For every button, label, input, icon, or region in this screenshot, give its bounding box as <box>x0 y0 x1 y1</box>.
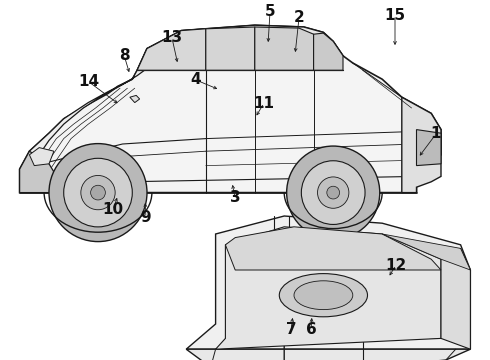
Text: 14: 14 <box>78 75 99 90</box>
Polygon shape <box>29 63 147 169</box>
Text: 15: 15 <box>385 8 406 22</box>
Polygon shape <box>225 227 441 270</box>
Text: 13: 13 <box>161 31 183 45</box>
Text: 4: 4 <box>191 72 201 87</box>
Text: 10: 10 <box>102 202 123 217</box>
Polygon shape <box>186 216 470 349</box>
Polygon shape <box>255 27 314 70</box>
Text: 7: 7 <box>286 323 296 338</box>
Polygon shape <box>382 234 470 270</box>
Circle shape <box>318 177 349 208</box>
Polygon shape <box>216 227 441 349</box>
Text: 2: 2 <box>294 10 304 26</box>
Polygon shape <box>29 148 54 166</box>
Text: 5: 5 <box>265 4 275 19</box>
Text: 1: 1 <box>431 126 441 141</box>
Polygon shape <box>441 248 470 349</box>
Polygon shape <box>186 349 470 360</box>
Polygon shape <box>20 25 441 193</box>
Circle shape <box>91 185 105 200</box>
Circle shape <box>287 146 380 239</box>
Circle shape <box>81 175 115 210</box>
Ellipse shape <box>279 274 368 317</box>
Polygon shape <box>206 27 255 70</box>
Polygon shape <box>20 151 59 193</box>
Circle shape <box>49 144 147 242</box>
Circle shape <box>327 186 340 199</box>
Text: 8: 8 <box>119 48 129 63</box>
Polygon shape <box>314 33 343 70</box>
Text: 11: 11 <box>253 95 274 111</box>
Ellipse shape <box>294 281 353 310</box>
Text: 3: 3 <box>230 190 240 206</box>
Text: 9: 9 <box>141 211 151 225</box>
Polygon shape <box>402 97 441 193</box>
Circle shape <box>64 158 132 227</box>
Circle shape <box>301 161 365 224</box>
Polygon shape <box>130 95 140 103</box>
Polygon shape <box>137 25 343 70</box>
Text: 6: 6 <box>306 323 317 338</box>
Polygon shape <box>137 29 206 70</box>
Polygon shape <box>416 130 441 166</box>
Text: 12: 12 <box>385 257 407 273</box>
